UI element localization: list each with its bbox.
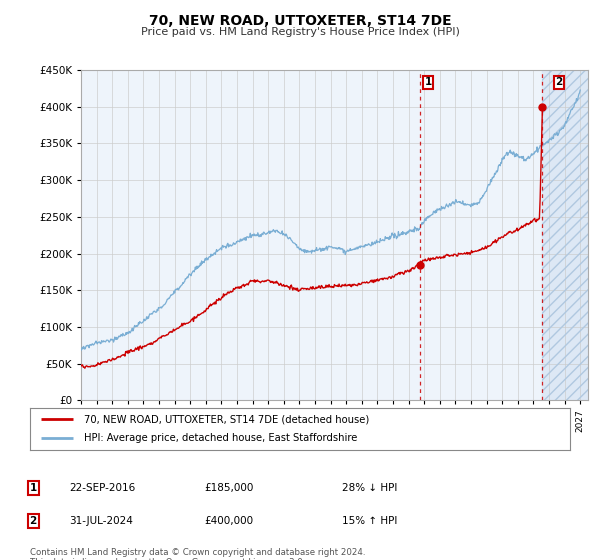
Text: 22-SEP-2016: 22-SEP-2016	[69, 483, 135, 493]
Text: Contains HM Land Registry data © Crown copyright and database right 2024.
This d: Contains HM Land Registry data © Crown c…	[30, 548, 365, 560]
Text: 2: 2	[555, 77, 562, 87]
Text: £400,000: £400,000	[204, 516, 253, 526]
Text: 28% ↓ HPI: 28% ↓ HPI	[342, 483, 397, 493]
Text: 1: 1	[425, 77, 432, 87]
Bar	[542, 70, 588, 400]
Text: 31-JUL-2024: 31-JUL-2024	[69, 516, 133, 526]
Text: 15% ↑ HPI: 15% ↑ HPI	[342, 516, 397, 526]
Text: HPI: Average price, detached house, East Staffordshire: HPI: Average price, detached house, East…	[84, 433, 358, 444]
Text: 70, NEW ROAD, UTTOXETER, ST14 7DE: 70, NEW ROAD, UTTOXETER, ST14 7DE	[149, 14, 451, 28]
Text: 2: 2	[29, 516, 37, 526]
Text: Price paid vs. HM Land Registry's House Price Index (HPI): Price paid vs. HM Land Registry's House …	[140, 27, 460, 37]
Text: 1: 1	[29, 483, 37, 493]
Text: £185,000: £185,000	[204, 483, 253, 493]
Text: 70, NEW ROAD, UTTOXETER, ST14 7DE (detached house): 70, NEW ROAD, UTTOXETER, ST14 7DE (detac…	[84, 414, 369, 424]
